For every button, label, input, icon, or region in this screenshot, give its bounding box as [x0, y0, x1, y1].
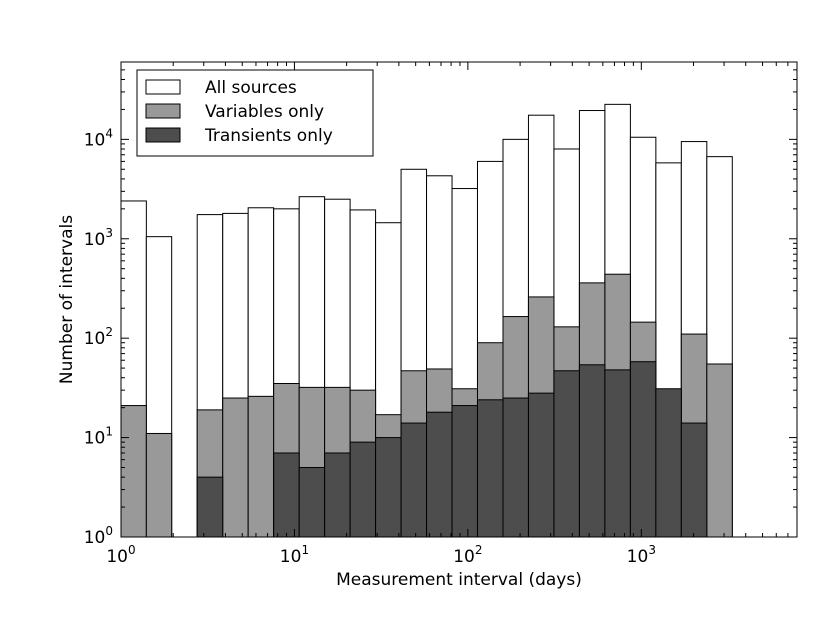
legend-label-all-sources: All sources	[205, 78, 297, 98]
plot-frame	[120, 61, 798, 538]
bar-variables-only-23	[706, 363, 733, 538]
y-tick-label: 101	[84, 425, 113, 449]
y-axis-label: Number of intervals	[57, 215, 77, 384]
x-tick-label: 101	[280, 543, 309, 567]
bar-transients-only-16	[527, 392, 555, 538]
bar-transients-only-22	[680, 422, 708, 538]
bar-transients-only-14	[476, 399, 504, 538]
bar-transients-only-21	[655, 388, 682, 538]
legend-label-variables-only: Variables only	[205, 102, 324, 122]
legend: All sources Variables only Transients on…	[136, 69, 374, 157]
ticks-group: 100 101 102 103 100 101 102 103 104	[84, 62, 797, 567]
bar-variables-only-4	[222, 397, 249, 538]
x-axis-label: Measurement interval (days)	[336, 570, 582, 590]
legend-swatch-variables-only	[145, 103, 181, 119]
bar-transients-only-19	[604, 369, 631, 538]
bar-transients-only-7	[298, 467, 326, 538]
legend-label-transients-only: Transients only	[204, 126, 333, 146]
x-tick-label: 103	[627, 543, 656, 567]
bar-transients-only-8	[324, 452, 351, 538]
y-tick-label: 104	[84, 126, 113, 150]
bar-transients-only-18	[578, 364, 606, 538]
bar-transients-only-17	[553, 370, 580, 538]
bar-transients-only-3	[196, 476, 224, 538]
bar-transients-only-13	[451, 405, 478, 538]
bar-transients-only-10	[375, 437, 402, 538]
bar-variables-only-0	[120, 405, 147, 538]
y-tick-label: 100	[84, 524, 113, 548]
y-tick-label: 102	[84, 325, 113, 349]
bar-transients-only-6	[273, 452, 300, 538]
y-tick-label: 103	[84, 226, 113, 250]
bar-transients-only-11	[400, 422, 428, 538]
bar-transients-only-20	[629, 361, 657, 538]
bar-transients-only-15	[502, 397, 529, 538]
x-tick-label: 100	[106, 543, 135, 567]
bars-group	[120, 103, 733, 538]
legend-swatch-all-sources	[145, 79, 181, 95]
bar-variables-only-5	[247, 395, 275, 538]
legend-swatch-transients-only	[145, 127, 181, 143]
bar-transients-only-12	[426, 411, 453, 538]
bar-transients-only-9	[349, 441, 377, 538]
bar-variables-only-1	[145, 432, 173, 538]
x-tick-label: 102	[453, 543, 482, 567]
